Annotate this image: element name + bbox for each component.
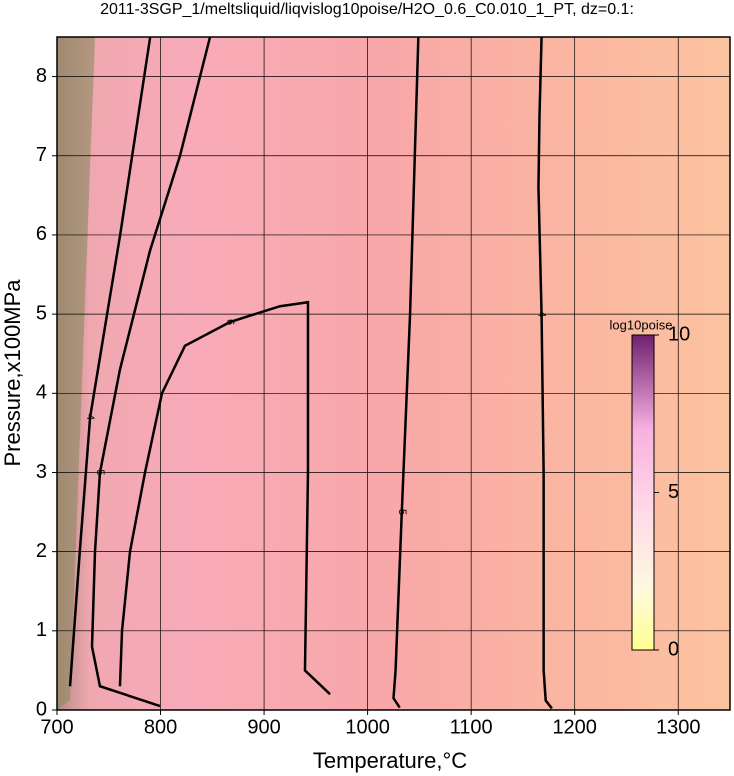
y-tick-label: 4 (36, 382, 47, 404)
contour-label: 4 (536, 311, 548, 317)
x-axis-label: Temperature,°C (313, 748, 467, 773)
contour-line (118, 300, 331, 696)
x-tick-label: 900 (247, 716, 280, 738)
colorbar-tick-label: 10 (668, 323, 690, 345)
y-tick-label: 5 (36, 302, 47, 324)
plot-frame (56, 36, 731, 711)
x-tick-label: 1100 (450, 716, 493, 738)
y-tick-label: 1 (36, 619, 47, 641)
contour-line (537, 36, 553, 710)
x-tick-label: 700 (40, 716, 73, 738)
x-tick-label: 1000 (345, 716, 390, 738)
contour-label: 4 (84, 414, 96, 420)
plot-area: 4 5 6 5 4 (56, 36, 730, 711)
contour-label: 5 (94, 469, 106, 475)
x-tick-label: 1300 (656, 716, 701, 738)
colorbar-tick-label: 5 (668, 481, 679, 503)
y-tick-label: 3 (36, 461, 47, 483)
plot-background (57, 37, 730, 710)
contour-line (392, 36, 420, 709)
y-tick-label: 8 (36, 65, 47, 87)
contour-line (90, 36, 212, 708)
colorbar (631, 334, 655, 651)
contour-line (68, 36, 152, 687)
y-tick-label: 6 (36, 223, 47, 245)
contour-label: 5 (396, 509, 408, 515)
y-axis-label: Pressure,x100MPa (0, 279, 25, 467)
y-tick-label: 0 (36, 698, 47, 720)
colorbar-label: log10poise (610, 317, 673, 332)
y-tick-label: 7 (36, 144, 47, 166)
y-tick-label: 2 (36, 540, 47, 562)
colorbar-tick-label: 0 (668, 638, 679, 660)
steep-gradient-zone (57, 37, 95, 710)
contour-label: 6 (224, 319, 236, 325)
chart-title: 2011-3SGP_1/meltsliquid/liqvislog10poise… (100, 1, 634, 18)
x-tick-label: 800 (144, 716, 177, 738)
x-tick-label: 1200 (552, 716, 597, 738)
